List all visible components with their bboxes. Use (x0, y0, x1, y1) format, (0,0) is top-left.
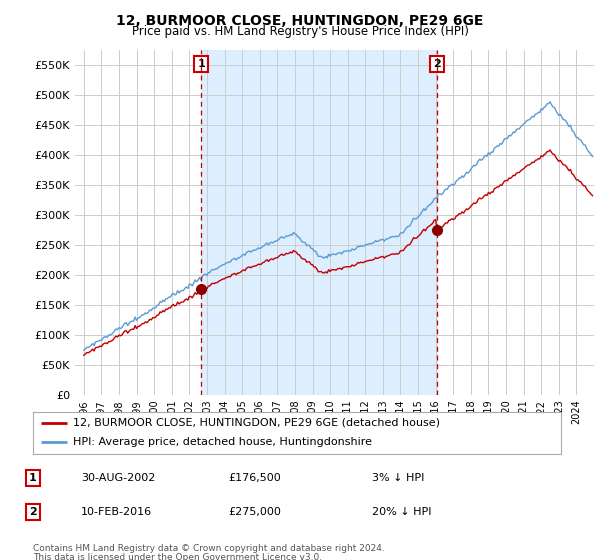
Text: 2: 2 (29, 507, 37, 517)
Text: Contains HM Land Registry data © Crown copyright and database right 2024.: Contains HM Land Registry data © Crown c… (33, 544, 385, 553)
Text: £275,000: £275,000 (228, 507, 281, 517)
Text: 1: 1 (29, 473, 37, 483)
Text: 10-FEB-2016: 10-FEB-2016 (81, 507, 152, 517)
Bar (201, 50, 437, 395)
Text: £176,500: £176,500 (228, 473, 281, 483)
Text: 12, BURMOOR CLOSE, HUNTINGDON, PE29 6GE: 12, BURMOOR CLOSE, HUNTINGDON, PE29 6GE (116, 14, 484, 28)
Text: 3% ↓ HPI: 3% ↓ HPI (372, 473, 424, 483)
Text: HPI: Average price, detached house, Huntingdonshire: HPI: Average price, detached house, Hunt… (73, 437, 371, 447)
Text: 20% ↓ HPI: 20% ↓ HPI (372, 507, 431, 517)
Text: Price paid vs. HM Land Registry's House Price Index (HPI): Price paid vs. HM Land Registry's House … (131, 25, 469, 38)
Text: 1: 1 (197, 59, 205, 69)
Text: 2: 2 (433, 59, 441, 69)
Text: 12, BURMOOR CLOSE, HUNTINGDON, PE29 6GE (detached house): 12, BURMOOR CLOSE, HUNTINGDON, PE29 6GE … (73, 418, 440, 428)
Text: This data is licensed under the Open Government Licence v3.0.: This data is licensed under the Open Gov… (33, 553, 322, 560)
Text: 30-AUG-2002: 30-AUG-2002 (81, 473, 155, 483)
